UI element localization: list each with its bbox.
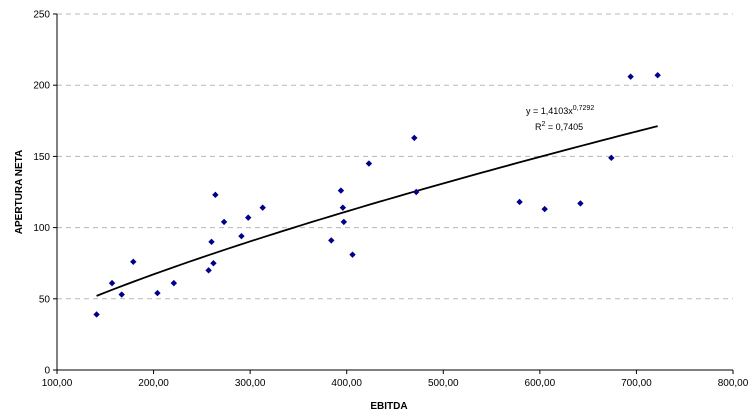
axes: [56, 14, 733, 371]
x-tick-label: 400,00: [331, 378, 362, 389]
x-tick-label: 600,00: [525, 378, 556, 389]
x-tick-label: 100,00: [42, 378, 73, 389]
data-point: [170, 279, 178, 287]
y-tick-label: 250: [33, 10, 50, 21]
data-point: [212, 191, 219, 199]
y-tick-label: 50: [39, 294, 51, 305]
trendline-equation-exponent: 0,7292: [573, 105, 595, 112]
data-point: [541, 205, 548, 213]
data-point: [208, 238, 215, 246]
x-tick-label: 200,00: [138, 378, 169, 389]
data-point: [349, 251, 356, 258]
r-squared-sup: 2: [542, 121, 546, 128]
y-tick-label: 100: [33, 223, 50, 234]
r-squared-value: = 0,7405: [545, 122, 583, 132]
data-points: [93, 72, 661, 318]
data-point: [339, 204, 347, 211]
trendline-equation: y = 1,4103x0,7292: [526, 105, 594, 116]
data-point: [210, 260, 217, 267]
data-point: [608, 154, 615, 162]
x-tick-label: 700,00: [621, 378, 652, 389]
data-point: [259, 204, 266, 211]
y-axis-ticks: 0 50 100 150 200 250: [33, 10, 57, 377]
data-point: [340, 218, 348, 226]
data-point: [413, 188, 420, 196]
y-tick-label: 200: [33, 81, 50, 92]
x-axis-ticks: 100,00 200,00 300,00 400,00 500,00 600,00 700,…: [42, 370, 749, 389]
x-tick-label: 800,00: [718, 378, 749, 389]
y-tick-label: 0: [44, 366, 50, 377]
y-tick-label: 150: [33, 152, 50, 163]
grid-lines: [57, 13, 733, 300]
data-point: [516, 198, 523, 206]
x-tick-label: 500,00: [428, 378, 459, 389]
data-point: [130, 258, 137, 265]
data-point: [365, 160, 373, 167]
data-point: [205, 267, 212, 274]
data-point: [154, 289, 161, 297]
r-squared-prefix: R: [535, 122, 542, 132]
data-point: [108, 279, 116, 287]
trendline-equation-base: y = 1,4103x: [526, 106, 573, 116]
data-point: [118, 291, 125, 298]
data-point: [220, 218, 228, 226]
data-point: [238, 232, 245, 240]
trendline: [96, 125, 658, 297]
data-point: [411, 134, 418, 142]
y-axis-title: APERTURA NETA: [14, 150, 25, 234]
data-point: [337, 187, 345, 194]
x-tick-label: 300,00: [235, 378, 266, 389]
data-point: [654, 72, 661, 79]
x-axis-title: EBITDA: [370, 401, 407, 412]
data-point: [577, 200, 584, 207]
data-point: [245, 214, 252, 221]
data-point: [627, 73, 634, 80]
data-point: [328, 237, 335, 244]
r-squared-label: R2 = 0,7405: [535, 121, 583, 132]
data-point: [93, 311, 100, 318]
